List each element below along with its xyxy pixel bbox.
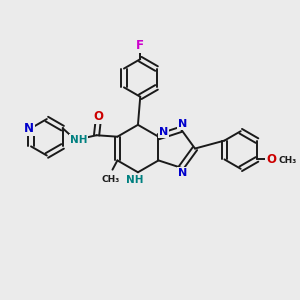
Text: N: N [159, 128, 168, 137]
Text: F: F [136, 39, 144, 52]
Text: NH: NH [126, 175, 143, 184]
Text: CH₃: CH₃ [279, 156, 297, 165]
Text: O: O [266, 153, 276, 166]
Text: N: N [178, 168, 187, 178]
Text: O: O [93, 110, 103, 123]
Text: N: N [178, 119, 187, 129]
Text: N: N [24, 122, 34, 135]
Text: NH: NH [70, 135, 87, 145]
Text: CH₃: CH₃ [101, 175, 119, 184]
